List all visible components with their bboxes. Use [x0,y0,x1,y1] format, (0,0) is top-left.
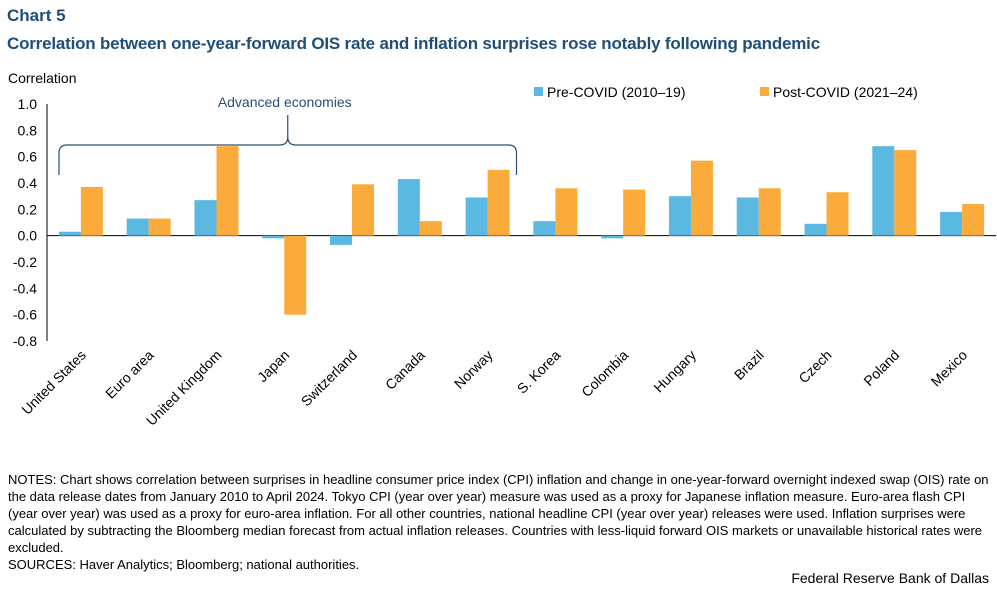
x-tick-label: Euro area [102,347,157,402]
x-tick-label: Japan [254,347,292,385]
x-tick-label: Hungary [650,347,699,396]
bar-post-covid [623,189,646,236]
chart-credit: Federal Reserve Bank of Dallas [791,570,989,586]
annotation-label: Advanced economies [218,94,352,110]
bar-post-covid [962,204,985,236]
bar-post-covid [216,146,239,236]
bar-post-covid [894,150,917,236]
y-tick-label: -0.6 [13,307,37,323]
bar-pre-covid [397,179,420,236]
legend-swatch [760,87,769,96]
bar-post-covid [80,186,103,236]
bar-pre-covid [940,211,963,236]
x-tick-label: Brazil [731,347,767,383]
y-tick-label: -0.8 [13,333,37,349]
bar-pre-covid [668,196,691,236]
x-tick-label: Norway [451,347,496,392]
x-tick-label: Czech [795,347,834,386]
bar-post-covid [148,218,171,236]
chart-title: Correlation between one-year-forward OIS… [7,34,820,53]
bar-post-covid [487,169,510,236]
bar-post-covid [758,188,781,236]
bar-pre-covid [262,235,285,239]
bar-pre-covid [126,218,149,236]
y-axis-label: Correlation [8,70,76,86]
bar-pre-covid [601,235,624,239]
bar-pre-covid [465,197,488,236]
x-tick-label: S. Korea [514,347,564,397]
bar-post-covid [419,221,442,236]
y-tick-label: 0.4 [18,175,38,191]
bar-pre-covid [58,231,81,236]
x-tick-label: Colombia [578,347,631,400]
legend-label: Post-COVID (2021–24) [773,84,918,100]
x-tick-label: United States [18,347,89,418]
chart-sources: SOURCES: Haver Analytics; Bloomberg; nat… [8,557,360,572]
y-tick-label: 0.0 [18,228,38,244]
x-tick-label: Mexico [928,347,971,390]
y-tick-label: 0.8 [18,122,38,138]
bar-pre-covid [872,146,895,236]
bar-post-covid [284,235,307,315]
bar-pre-covid [736,197,759,236]
x-tick-label: Switzerland [298,347,360,409]
y-tick-label: -0.4 [13,280,37,296]
bar-pre-covid [194,200,217,236]
bar-pre-covid [804,223,827,236]
y-tick-label: -0.2 [13,254,37,270]
x-tick-label: Canada [382,347,428,393]
x-tick-label: Poland [860,347,902,389]
bar-post-covid [690,160,713,236]
y-tick-label: 0.6 [18,149,38,165]
chart-number: Chart 5 [7,6,66,25]
bar-post-covid [826,192,849,236]
y-tick-label: 0.2 [18,201,38,217]
y-tick-label: 1.0 [18,96,38,112]
bar-chart: Correlation 1.0 0.8 0.6 0.4 0.2 0.0 -0.2 -0.4 -0.… [8,70,996,429]
bar-post-covid [555,188,578,236]
bar-pre-covid [533,221,556,236]
legend-label: Pre-COVID (2010–19) [547,84,686,100]
advanced-economies-brace [58,115,518,175]
bar-post-covid [352,184,375,236]
bar-pre-covid [330,235,353,245]
legend-swatch [534,87,543,96]
chart-notes: NOTES: Chart shows correlation between s… [8,472,989,555]
